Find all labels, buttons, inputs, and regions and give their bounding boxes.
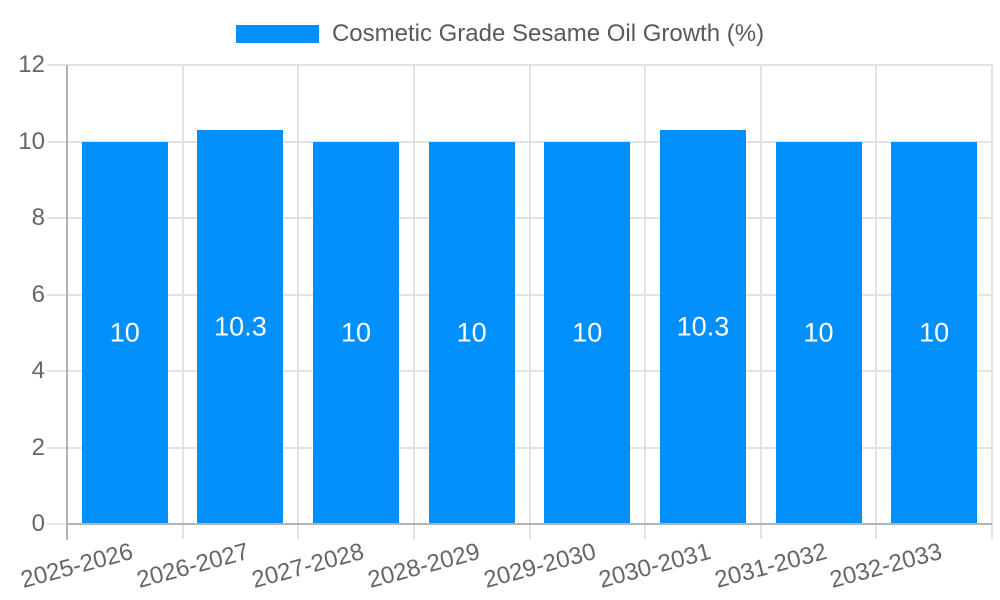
x-tick	[528, 524, 531, 539]
bar[interactable]	[544, 141, 631, 524]
y-axis-label: 6	[31, 280, 45, 308]
x-axis-label: 2031-2032	[711, 538, 830, 594]
x-axis-label: 2028-2029	[364, 538, 483, 594]
bar-value-label: 10	[456, 317, 487, 348]
x-gridline	[644, 65, 647, 524]
bar[interactable]	[659, 130, 746, 524]
y-tick	[47, 217, 67, 219]
x-gridline	[528, 65, 531, 524]
x-tick	[991, 524, 993, 539]
y-axis-label: 4	[31, 357, 45, 384]
x-tick	[181, 524, 184, 539]
y-axis-label: 2	[31, 433, 45, 461]
x-axis-line	[67, 523, 992, 525]
y-gridline	[67, 64, 992, 66]
bar-value-label: 10	[803, 317, 834, 348]
bar[interactable]	[891, 141, 978, 524]
x-tick	[644, 524, 647, 539]
legend[interactable]: Cosmetic Grade Sesame Oil Growth (%)	[0, 16, 1000, 52]
x-axis-label: 2032-2033	[827, 538, 946, 594]
bar-value-label: 10	[919, 317, 950, 348]
y-tick	[47, 64, 67, 66]
legend-label: Cosmetic Grade Sesame Oil Growth (%)	[331, 20, 765, 47]
bar[interactable]	[428, 141, 515, 524]
x-tick	[297, 524, 300, 539]
bar-value-label: 10.3	[214, 311, 267, 342]
y-axis-label: 0	[31, 510, 45, 537]
x-gridline	[181, 65, 184, 524]
y-tick	[47, 523, 67, 525]
y-tick	[47, 446, 67, 449]
bar[interactable]	[197, 130, 284, 524]
x-gridline	[991, 65, 993, 524]
bar-value-label: 10	[572, 317, 603, 348]
bar[interactable]	[81, 141, 168, 524]
x-axis-label: 2026-2027	[133, 538, 252, 594]
legend-swatch	[235, 25, 319, 43]
y-tick	[47, 293, 67, 296]
y-axis-label: 12	[18, 51, 45, 78]
x-gridline	[297, 65, 300, 524]
x-axis-label: 2027-2028	[249, 538, 368, 594]
x-tick	[759, 524, 762, 539]
x-axis-label: 2030-2031	[596, 538, 714, 594]
x-gridline	[759, 65, 762, 524]
bar-value-label: 10	[109, 317, 140, 348]
bar[interactable]	[775, 141, 862, 524]
bar-value-label: 10	[341, 317, 372, 348]
y-axis-label: 8	[31, 204, 45, 231]
y-tick	[47, 370, 67, 372]
x-gridline	[875, 65, 878, 524]
y-axis-line	[66, 65, 68, 540]
bar[interactable]	[313, 141, 400, 524]
x-tick	[875, 524, 878, 539]
x-tick	[412, 524, 415, 539]
y-axis-label: 10	[18, 127, 45, 155]
y-tick	[47, 140, 67, 143]
x-axis-label: 2029-2030	[480, 538, 599, 594]
x-gridline	[412, 65, 415, 524]
x-axis-label: 2025-2026	[17, 538, 136, 594]
bar-value-label: 10.3	[676, 311, 730, 342]
